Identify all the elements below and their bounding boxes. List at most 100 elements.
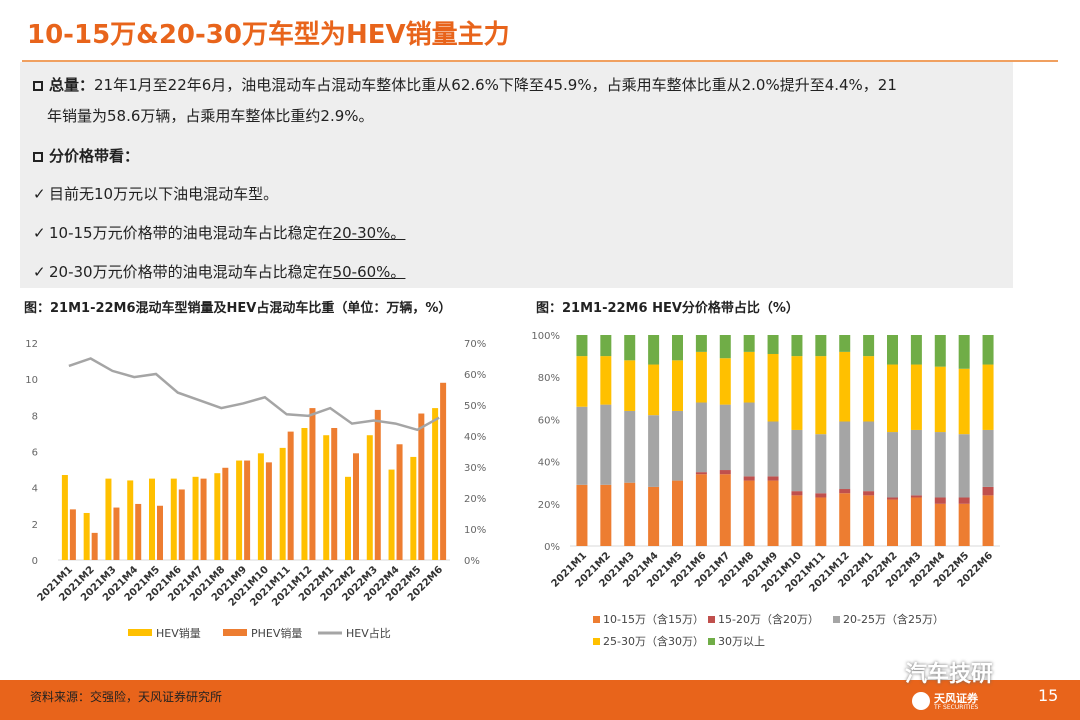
phev-bar — [396, 444, 403, 560]
hev-bar — [345, 476, 351, 560]
phev-bar — [200, 478, 207, 560]
stacked-segment — [624, 482, 636, 546]
summary-total-line-2: 年销量为58.6万辆，占乘用车整体比重约2.9%。 — [47, 107, 374, 125]
phev-bar — [331, 427, 338, 560]
stacked-segment — [839, 493, 851, 546]
stacked-segment — [791, 491, 803, 496]
hev-bar — [257, 453, 264, 560]
hev-share-line — [68, 357, 440, 432]
stacked-segment — [934, 503, 946, 546]
stacked-segment — [934, 497, 946, 504]
stacked-segment — [839, 421, 851, 490]
stacked-segment — [624, 410, 636, 483]
legend-label: 20-25万（含25万） — [843, 612, 944, 626]
stacked-segment — [767, 353, 779, 422]
stacked-segment — [887, 499, 898, 546]
stacked-segment — [982, 335, 994, 365]
hev-bar — [323, 435, 330, 560]
legend-swatch — [708, 638, 715, 645]
hev-bar — [301, 427, 308, 560]
stacked-segment — [719, 358, 731, 405]
y-tick-label: 80% — [538, 373, 560, 384]
phev-bar — [178, 489, 185, 560]
legend-label: 10-15万（含15万） — [603, 612, 704, 626]
stacked-segment — [982, 486, 994, 496]
stacked-segment — [624, 360, 636, 411]
phev-bar — [374, 409, 381, 560]
stacked-segment — [958, 497, 970, 504]
stacked-segment — [719, 335, 731, 359]
bullet-3-text: 20-30万元价格带的油电混动车占比稳定在 — [49, 263, 333, 281]
legend-swatch — [708, 616, 715, 623]
logo-sub: TF SECURITIES — [934, 704, 979, 711]
stacked-segment — [887, 335, 898, 365]
stacked-segment — [767, 476, 779, 481]
check-icon: ✓ — [33, 263, 46, 281]
stacked-segment — [672, 360, 683, 411]
stacked-segment — [743, 402, 755, 477]
hev-bar — [127, 480, 134, 560]
stacked-segment — [719, 404, 731, 471]
phev-bar — [287, 431, 294, 560]
logo-name: 天风证券 — [934, 692, 978, 705]
stacked-segment — [863, 421, 875, 492]
y-tick-label: 0% — [544, 542, 560, 553]
legend-swatch — [593, 616, 600, 623]
legend-label: 15-20万（含20万） — [718, 612, 819, 626]
hev-bar — [170, 478, 177, 560]
stacked-segment — [600, 356, 612, 405]
stacked-segment — [958, 503, 970, 546]
y2-tick-label: 0% — [464, 556, 480, 567]
stacked-segment — [863, 356, 875, 422]
stacked-segment — [600, 484, 612, 546]
stacked-segment — [743, 480, 755, 546]
stacked-segment — [958, 368, 970, 435]
stacked-segment — [910, 497, 922, 546]
bullet-3-highlight: 50-60%。 — [332, 263, 406, 281]
footer-bar — [0, 680, 1080, 720]
hev-bar — [366, 435, 373, 560]
legend-label: 30万以上 — [718, 635, 765, 648]
hev-bar — [279, 447, 286, 560]
bullet-3: ✓ 20-30万元价格带的油电混动车占比稳定在50-60%。 — [33, 261, 405, 282]
stacked-segment — [672, 480, 683, 546]
y2-tick-label: 70% — [464, 339, 486, 350]
stacked-segment — [982, 495, 994, 546]
hev-bar — [61, 475, 68, 560]
stacked-segment — [600, 404, 612, 485]
summary-box — [20, 62, 1013, 288]
title-divider — [22, 60, 1058, 62]
stacked-segment — [719, 470, 731, 475]
hev-bar — [105, 478, 112, 560]
stacked-segment — [576, 356, 588, 407]
stacked-segment — [695, 335, 707, 352]
hev-bar — [410, 456, 417, 560]
hev-bar — [432, 408, 439, 560]
stacked-segment — [576, 406, 588, 485]
stacked-segment — [743, 351, 755, 403]
stacked-segment — [863, 335, 875, 357]
y2-tick-label: 60% — [464, 370, 486, 381]
stacked-segment — [672, 410, 683, 481]
stacked-segment — [791, 429, 803, 492]
stacked-segment — [982, 364, 994, 430]
stacked-segment — [910, 429, 922, 496]
bullet-1-text: 目前无10万元以下油电混动车型。 — [49, 185, 279, 203]
stacked-segment — [815, 356, 827, 435]
stacked-segment — [648, 486, 660, 546]
y-tick-label: 10 — [25, 375, 38, 386]
square-bullet-icon — [33, 152, 43, 162]
right-chart-title: 图：21M1-22M6 HEV分价格带占比（%） — [536, 301, 799, 316]
y2-tick-label: 10% — [464, 525, 486, 536]
legend-label: 25-30万（含30万） — [603, 634, 704, 648]
stacked-segment — [695, 472, 707, 475]
y2-tick-label: 50% — [464, 401, 486, 412]
y2-tick-label: 40% — [464, 432, 486, 443]
phev-bar — [265, 462, 272, 560]
hev-bar — [149, 478, 155, 560]
phev-bar — [309, 408, 316, 560]
stacked-segment — [863, 491, 875, 496]
bullet-2-highlight: 20-30%。 — [332, 224, 406, 242]
stacked-segment — [815, 497, 827, 546]
price-label: 分价格带看： — [49, 147, 140, 165]
